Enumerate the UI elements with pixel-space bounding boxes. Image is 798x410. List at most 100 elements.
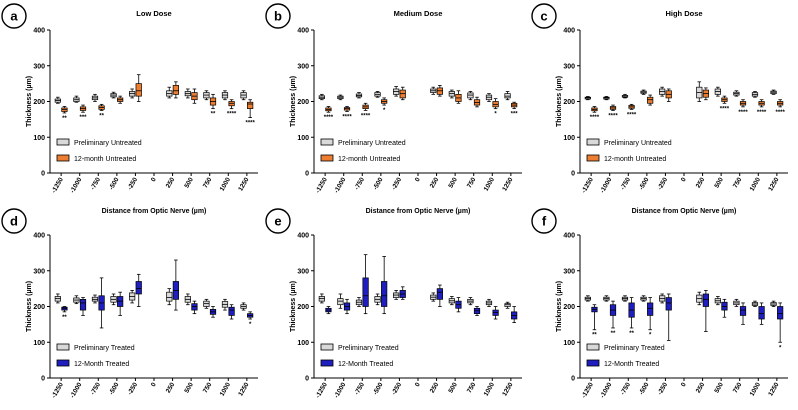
box-body <box>758 306 765 320</box>
box-12-month-untreated <box>492 98 499 110</box>
significance-marker: ** <box>99 113 104 119</box>
y-tick-label: 400 <box>33 233 45 240</box>
box-12-month-treated <box>135 273 142 307</box>
box-12-month-treated <box>609 300 617 329</box>
x-tick-label: 0 <box>414 381 422 388</box>
x-tick-label: 1000 <box>483 176 496 192</box>
x-tick-label: 1250 <box>767 381 780 397</box>
box-body <box>739 306 747 316</box>
box-body <box>135 281 142 295</box>
legend-label: 12-month Untreated <box>338 156 400 163</box>
panel-d: d 0 100 200 300 400 Thickness (µm) -1250 -1000 -7… <box>1 208 258 399</box>
box-preliminary-treated <box>91 294 99 304</box>
x-tick-label: 1000 <box>219 381 232 397</box>
y-tick-label: 0 <box>41 376 45 383</box>
box-12-month-untreated <box>117 95 124 104</box>
box-preliminary-treated <box>337 293 344 309</box>
significance-marker: ** <box>62 116 67 122</box>
x-tick-label: 250 <box>695 381 707 394</box>
box-preliminary-untreated <box>54 96 61 104</box>
box-preliminary-treated <box>110 293 117 306</box>
y-tick-label: 400 <box>563 28 575 35</box>
box-body <box>665 297 672 311</box>
x-axis-title: Distance from Optic Nerve (µm) <box>102 208 207 215</box>
box-12-month-untreated <box>343 106 351 112</box>
box-preliminary-treated <box>203 298 210 309</box>
y-tick-label: 400 <box>33 28 45 35</box>
legend-swatch <box>586 359 600 367</box>
y-axis-title: Thickness (µm) <box>556 76 563 127</box>
box-preliminary-untreated <box>240 90 247 101</box>
y-tick-label: 300 <box>563 268 575 275</box>
box-12-month-untreated <box>473 96 481 108</box>
box-12-month-treated <box>209 306 217 318</box>
significance-marker: **** <box>342 115 352 121</box>
x-tick-label: 750 <box>202 176 214 189</box>
box-12-month-untreated <box>702 87 709 101</box>
legend-label: 12-month Untreated <box>604 156 666 163</box>
box-preliminary-untreated <box>603 96 610 101</box>
box-12-month-treated <box>381 256 388 315</box>
legend-swatch <box>320 154 334 162</box>
x-tick-label: -250 <box>657 176 670 191</box>
y-tick-label: 100 <box>33 135 45 142</box>
significance-marker: **** <box>775 110 785 116</box>
significance-marker: *** <box>511 112 519 118</box>
y-tick-label: 0 <box>41 171 45 178</box>
box-12-month-treated <box>325 306 332 315</box>
x-tick-label: 500 <box>447 381 459 394</box>
x-tick-label: 0 <box>680 176 688 183</box>
box-preliminary-treated <box>714 296 721 306</box>
significance-marker: **** <box>324 115 334 121</box>
x-tick-label: 250 <box>165 381 177 394</box>
box-12-month-treated <box>721 298 728 318</box>
box-body <box>79 298 87 311</box>
legend-swatch <box>320 359 334 367</box>
x-tick-label: 500 <box>713 176 725 189</box>
x-tick-label: 1250 <box>501 381 514 397</box>
x-tick-label: 250 <box>429 381 441 394</box>
y-tick-label: 100 <box>297 340 309 347</box>
box-12-month-treated <box>98 277 105 329</box>
legend-swatch <box>56 343 70 351</box>
x-tick-label: -500 <box>372 381 385 396</box>
box-body <box>647 96 654 104</box>
box-12-month-untreated <box>325 106 332 113</box>
box-body <box>362 277 369 307</box>
box-body <box>247 101 254 109</box>
box-preliminary-treated <box>129 290 136 304</box>
box-preliminary-treated <box>221 298 229 311</box>
y-tick-label: 200 <box>297 304 309 311</box>
box-preliminary-treated <box>696 291 703 306</box>
x-tick-label: 500 <box>183 381 195 394</box>
box-12-month-treated <box>343 298 351 315</box>
significance-marker: * <box>383 108 386 114</box>
box-12-month-untreated <box>455 90 462 104</box>
x-tick-label: -1250 <box>315 381 330 399</box>
x-tick-label: -500 <box>108 176 121 191</box>
x-tick-label: 1250 <box>767 176 780 192</box>
box-preliminary-treated <box>770 300 777 307</box>
box-12-month-untreated <box>647 94 654 106</box>
box-preliminary-untreated <box>129 88 136 99</box>
box-preliminary-treated <box>659 293 666 304</box>
box-12-month-treated <box>117 291 124 316</box>
box-12-month-treated <box>436 284 443 307</box>
significance-marker: **** <box>627 112 637 118</box>
panel-label-circle <box>1 208 27 234</box>
box-preliminary-treated <box>751 300 759 307</box>
box-preliminary-treated <box>430 292 437 302</box>
box-12-month-untreated <box>721 95 728 104</box>
y-tick-label: 200 <box>33 304 45 311</box>
legend-label: Preliminary Untreated <box>604 140 672 147</box>
significance-marker: **** <box>590 115 600 121</box>
box-12-month-treated <box>79 297 87 316</box>
x-tick-label: -1250 <box>51 176 66 194</box>
box-12-month-untreated <box>609 104 617 111</box>
y-axis-title: Thickness (µm) <box>26 281 33 332</box>
box-12-month-treated <box>492 306 499 320</box>
panel-label: d <box>10 214 18 229</box>
panel-title: High Dose <box>665 9 702 18</box>
significance-marker: **** <box>361 113 371 119</box>
